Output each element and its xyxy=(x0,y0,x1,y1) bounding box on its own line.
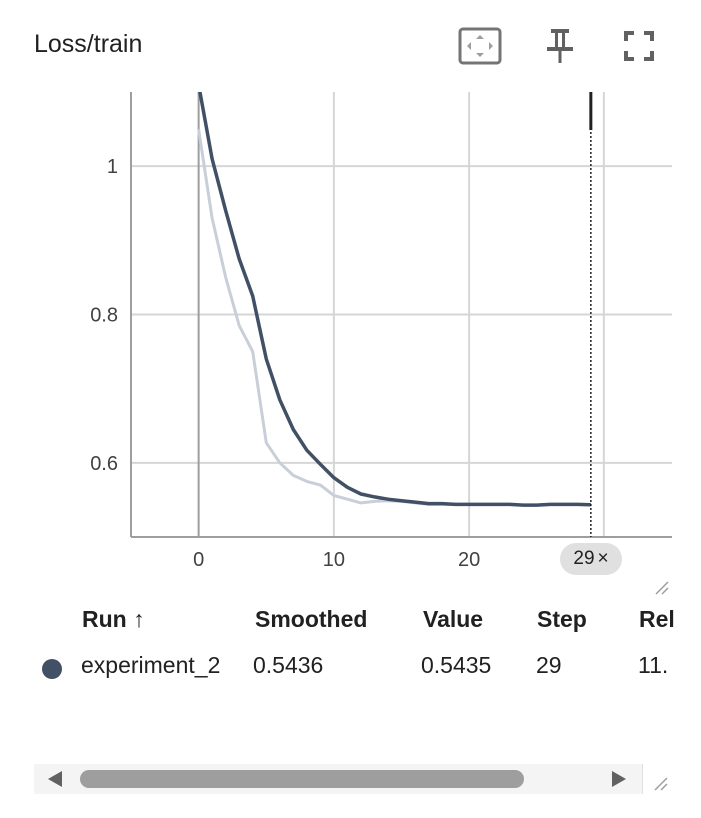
cell-smoothed: 0.5436 xyxy=(253,652,324,678)
y-tick-label: 1 xyxy=(107,156,118,178)
horizontal-scrollbar[interactable] xyxy=(34,764,671,794)
run-color-dot xyxy=(42,659,62,679)
x-tick-label: 10 xyxy=(323,549,345,571)
fit-domain-button[interactable] xyxy=(456,22,504,70)
chart-resize-handle-icon[interactable] xyxy=(652,578,670,596)
scroll-right-icon[interactable] xyxy=(612,771,626,787)
cell-value: 0.5435 xyxy=(421,652,492,678)
step-chip-label: 29 xyxy=(573,548,595,569)
column-header-relative[interactable]: Rel xyxy=(639,606,675,632)
card-title: Loss/train xyxy=(34,30,143,58)
fullscreen-button[interactable] xyxy=(615,22,663,70)
pin-icon xyxy=(547,29,573,63)
card-toolbar xyxy=(381,22,701,70)
smoothed-series-line xyxy=(198,92,591,507)
y-tick-label: 0.8 xyxy=(90,305,118,327)
scrollbar-thumb[interactable] xyxy=(80,770,524,788)
x-tick-label: 0 xyxy=(193,549,204,571)
step-cursor-chip[interactable]: 29 × xyxy=(560,543,622,575)
column-header-value[interactable]: Value xyxy=(423,606,484,632)
table-resize-handle-icon xyxy=(654,777,668,791)
more-options-button[interactable] xyxy=(691,22,701,70)
fit-domain-icon xyxy=(458,27,502,65)
column-header-run[interactable]: Run ↑ xyxy=(82,606,145,632)
cell-relative: 11. xyxy=(638,652,669,678)
y-tick-label: 0.6 xyxy=(90,453,118,475)
cell-step: 29 xyxy=(536,652,562,678)
x-tick-label: 20 xyxy=(458,549,480,571)
loss-chart[interactable]: 0.60.810 10 20 xyxy=(0,88,701,588)
cell-run: experiment_2 xyxy=(81,652,221,678)
close-icon[interactable]: × xyxy=(597,548,609,569)
column-header-smoothed[interactable]: Smoothed xyxy=(255,606,368,632)
pin-button[interactable] xyxy=(536,22,584,70)
column-header-step[interactable]: Step xyxy=(537,606,587,632)
fullscreen-icon xyxy=(624,31,654,61)
scroll-left-icon[interactable] xyxy=(48,771,62,787)
table-resize-corner[interactable] xyxy=(642,764,671,794)
